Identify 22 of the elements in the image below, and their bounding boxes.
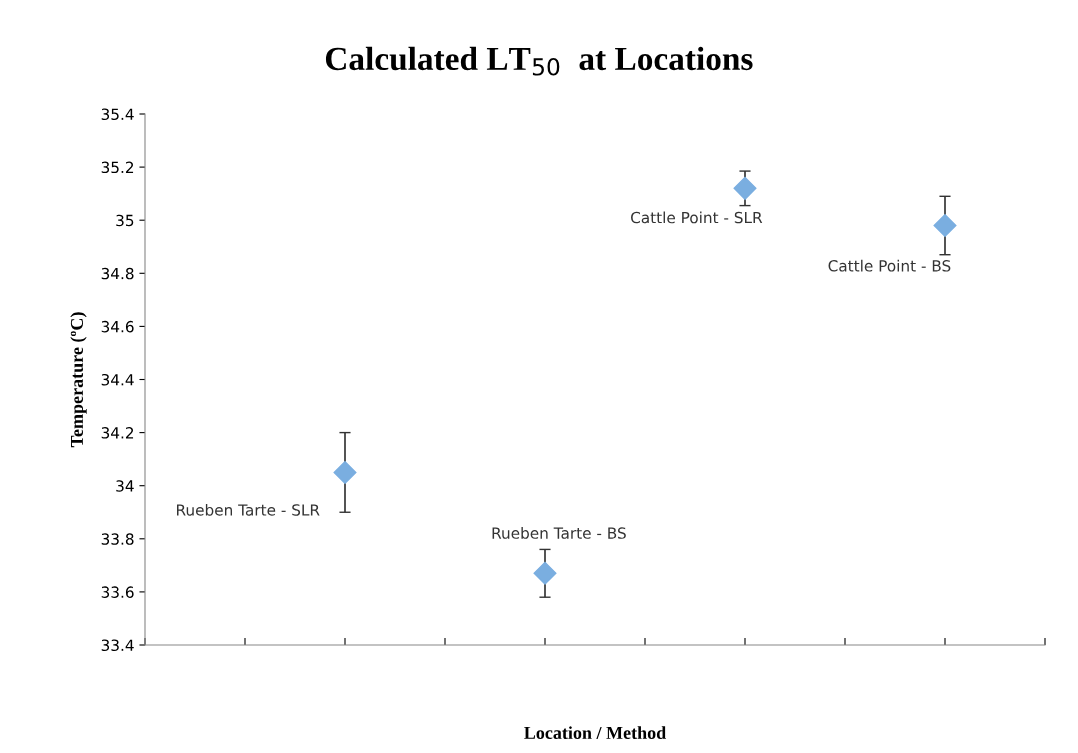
annotation: Cattle Point - SLR	[631, 211, 763, 224]
x-axis-title: Location / Method	[524, 726, 667, 739]
chart-title: Calculated LT$_{50}$ at Locations	[325, 46, 753, 76]
y-tick-label: 35.2	[101, 161, 134, 174]
y-tick-label: 34.2	[101, 427, 134, 439]
point	[733, 176, 757, 200]
point	[533, 561, 557, 585]
y-tick-label: 35	[116, 214, 134, 227]
y-tick-label: 34.4	[101, 373, 134, 386]
y-tick-label: 34.6	[101, 320, 134, 333]
y-axis-title: Temperature (ºC)	[70, 312, 87, 448]
annotation: Rueben Tarte - BS	[492, 527, 626, 539]
y-tick-label: 33.4	[101, 639, 134, 652]
y-tick-label: 33.8	[101, 533, 134, 545]
y-tick-label: 34.8	[101, 267, 134, 280]
point	[333, 460, 357, 484]
annotation: Cattle Point - BS	[828, 259, 951, 272]
point	[933, 214, 957, 238]
y-tick-label: 33.6	[101, 586, 134, 598]
y-tick-label: 35.4	[101, 108, 134, 121]
y-tick-label: 34	[116, 480, 134, 492]
annotation: Rueben Tarte - SLR	[177, 503, 320, 516]
